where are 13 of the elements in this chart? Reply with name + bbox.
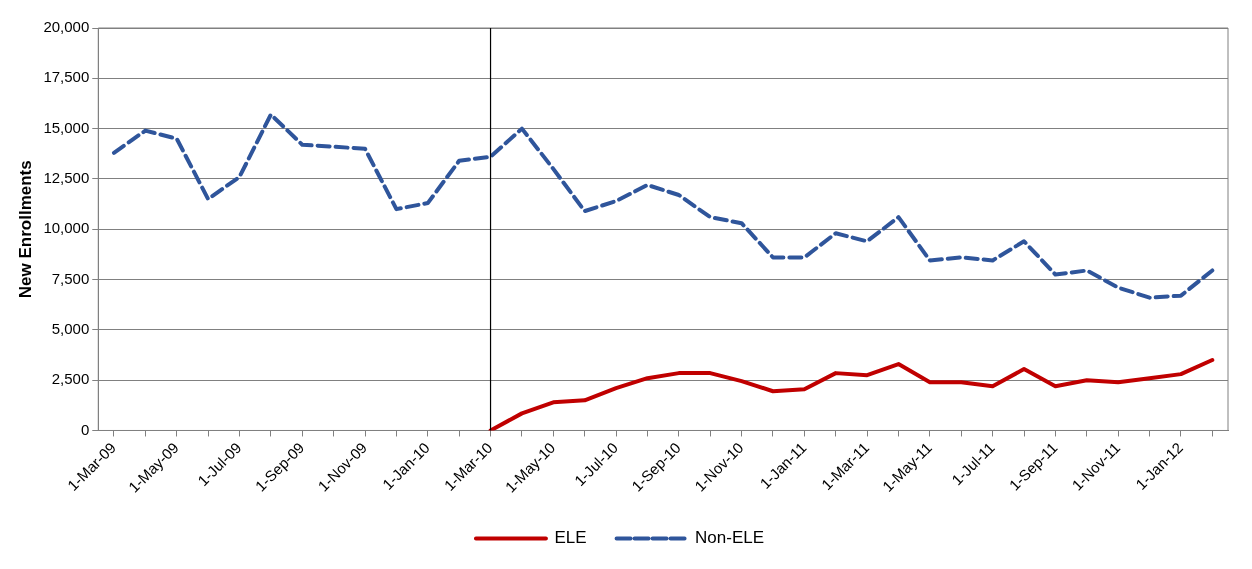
y-tick-label: 0 bbox=[80, 420, 90, 438]
y-tick-label: 7,500 bbox=[51, 269, 90, 287]
y-axis-title: New Enrollments bbox=[15, 160, 35, 299]
y-tick-label: 17,500 bbox=[43, 68, 90, 86]
y-tick-label: 2,500 bbox=[51, 370, 90, 388]
legend-label: ELE bbox=[554, 528, 587, 548]
y-tick-label: 12,500 bbox=[43, 169, 90, 187]
y-tick-label: 15,000 bbox=[43, 118, 90, 136]
y-tick-label: 5,000 bbox=[51, 320, 90, 337]
y-tick-label: 20,000 bbox=[43, 18, 90, 36]
y-tick-label: 10,000 bbox=[43, 219, 90, 237]
line-series bbox=[111, 112, 1215, 300]
legend-label: Non-ELE bbox=[695, 528, 765, 548]
